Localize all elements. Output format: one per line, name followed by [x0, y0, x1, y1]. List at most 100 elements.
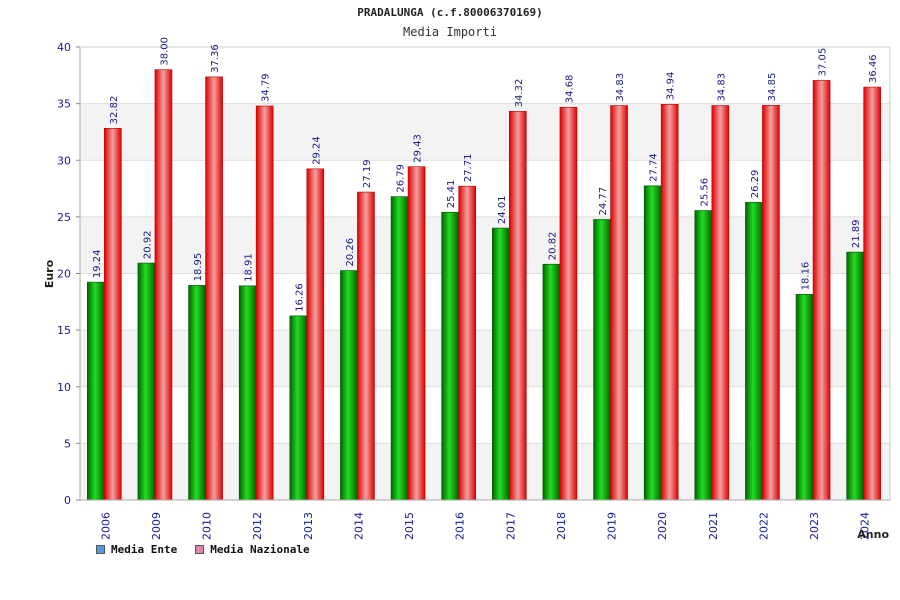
x-tick-label-2021: 2021 [707, 512, 720, 540]
x-tick-label-2015: 2015 [403, 512, 416, 540]
data-label-media-nazionale-2018: 34.68 [564, 75, 575, 104]
legend-swatch-media-ente [96, 545, 105, 554]
chart-title: PRADALUNGA (c.f.80006370169) [357, 6, 543, 19]
legend-swatch-media-nazionale [195, 545, 205, 554]
x-tick-label-2013: 2013 [302, 512, 315, 540]
bar-media-nazionale-2024 [863, 86, 881, 501]
data-label-media-ente-2010: 18.95 [193, 253, 204, 282]
data-label-media-nazionale-2022: 34.85 [767, 73, 778, 102]
data-label-media-ente-2022: 26.29 [750, 170, 761, 199]
bar-media-nazionale-2013 [306, 168, 325, 501]
data-label-media-nazionale-2023: 37.05 [818, 48, 829, 77]
y-tick-label: 5 [64, 437, 71, 450]
bar-media-ente-2010 [188, 285, 206, 501]
bar-media-ente-2017 [492, 227, 510, 501]
y-tick-label: 40 [57, 41, 71, 54]
bar-media-nazionale-2022 [762, 105, 780, 501]
data-label-media-nazionale-2024: 36.46 [868, 54, 879, 83]
x-tick-label-2016: 2016 [454, 512, 467, 540]
data-label-media-ente-2015: 26.79 [396, 164, 407, 193]
data-label-media-ente-2018: 20.82 [547, 232, 558, 261]
data-label-media-nazionale-2015: 29.43 [413, 134, 424, 163]
data-label-media-ente-2021: 25.56 [699, 178, 710, 207]
bar-media-nazionale-2014 [357, 191, 375, 501]
data-label-media-nazionale-2010: 37.36 [210, 44, 221, 73]
bar-media-ente-2023 [795, 294, 814, 501]
x-tick-label-2018: 2018 [555, 512, 568, 540]
bar-media-ente-2024 [846, 251, 864, 501]
bar-media-nazionale-2018 [559, 106, 578, 501]
x-tick-label-2024: 2024 [859, 512, 872, 540]
data-label-media-nazionale-2021: 34.83 [716, 73, 727, 102]
x-tick-label-2022: 2022 [757, 512, 770, 540]
chart-subtitle: Media Importi [403, 25, 497, 39]
legend-item-media-ente: Media Ente [96, 543, 177, 556]
data-label-media-nazionale-2014: 27.19 [362, 159, 373, 188]
bar-media-ente-2019 [593, 219, 611, 501]
bar-media-ente-2009 [137, 262, 156, 501]
data-label-media-ente-2019: 24.77 [598, 187, 609, 216]
bar-media-ente-2006 [87, 281, 105, 501]
bar-media-nazionale-2006 [104, 128, 122, 501]
data-label-media-nazionale-2020: 34.94 [666, 72, 677, 101]
data-label-media-nazionale-2009: 38.00 [159, 37, 170, 66]
bar-media-ente-2022 [745, 201, 763, 501]
x-tick-label-2012: 2012 [251, 512, 264, 540]
bar-media-nazionale-2012 [255, 105, 274, 501]
x-tick-label-2010: 2010 [201, 512, 214, 540]
data-label-media-ente-2016: 25.41 [446, 180, 457, 209]
bar-media-ente-2012 [238, 285, 257, 501]
y-tick-label: 30 [57, 154, 71, 167]
y-tick-label: 0 [64, 494, 71, 507]
data-label-media-nazionale-2006: 32.82 [109, 96, 120, 125]
data-label-media-ente-2023: 18.16 [801, 262, 812, 291]
data-label-media-ente-2017: 24.01 [497, 195, 508, 224]
data-label-media-ente-2012: 18.91 [244, 253, 255, 282]
data-label-media-nazionale-2013: 29.24 [311, 136, 322, 165]
data-label-media-ente-2014: 20.26 [345, 238, 356, 267]
y-tick-label: 20 [57, 268, 71, 281]
x-tick-label-2020: 2020 [656, 512, 669, 540]
y-tick-label: 10 [57, 381, 71, 394]
bar-media-ente-2014 [340, 270, 358, 501]
bar-media-nazionale-2010 [205, 76, 223, 501]
legend: Media Ente Media Nazionale [96, 543, 310, 556]
data-label-media-ente-2013: 16.26 [294, 283, 305, 312]
data-label-media-nazionale-2016: 27.71 [463, 154, 474, 183]
bar-media-nazionale-2017 [509, 111, 527, 501]
bar-media-ente-2013 [289, 315, 308, 501]
x-tick-label-2014: 2014 [352, 512, 365, 540]
bar-media-ente-2015 [390, 196, 409, 501]
bar-media-ente-2021 [694, 210, 713, 501]
bar-media-nazionale-2023 [812, 80, 831, 501]
legend-label-media-ente: Media Ente [111, 543, 178, 556]
bar-media-nazionale-2019 [610, 105, 628, 501]
data-label-media-ente-2006: 19.24 [92, 249, 103, 278]
bar-media-ente-2016 [441, 211, 459, 501]
x-axis-label: Anno [857, 528, 889, 541]
y-tick-label: 25 [57, 211, 71, 224]
y-tick-label: 35 [57, 98, 71, 111]
y-axis-label: Euro [43, 259, 56, 288]
x-tick-label-2023: 2023 [808, 512, 821, 540]
x-tick-label-2009: 2009 [150, 512, 163, 540]
data-label-media-ente-2009: 20.92 [142, 230, 153, 259]
data-label-media-ente-2020: 27.74 [649, 153, 660, 182]
data-label-media-nazionale-2019: 34.83 [615, 73, 626, 102]
data-label-media-nazionale-2012: 34.79 [261, 73, 272, 102]
bar-media-nazionale-2015 [407, 166, 426, 501]
data-label-media-nazionale-2017: 34.32 [514, 79, 525, 108]
bar-media-nazionale-2016 [458, 185, 476, 501]
bar-media-nazionale-2009 [154, 69, 173, 501]
bar-media-ente-2020 [643, 185, 662, 501]
x-tick-label-2006: 2006 [99, 512, 112, 540]
bar-media-nazionale-2021 [711, 105, 730, 501]
legend-label-media-nazionale: Media Nazionale [210, 543, 310, 556]
x-tick-label-2017: 2017 [504, 512, 517, 540]
data-label-media-ente-2024: 21.89 [851, 219, 862, 248]
bar-media-nazionale-2020 [660, 104, 679, 501]
x-tick-label-2019: 2019 [606, 512, 619, 540]
legend-item-media-nazionale: Media Nazionale [195, 543, 310, 556]
y-tick-label: 15 [57, 324, 71, 337]
